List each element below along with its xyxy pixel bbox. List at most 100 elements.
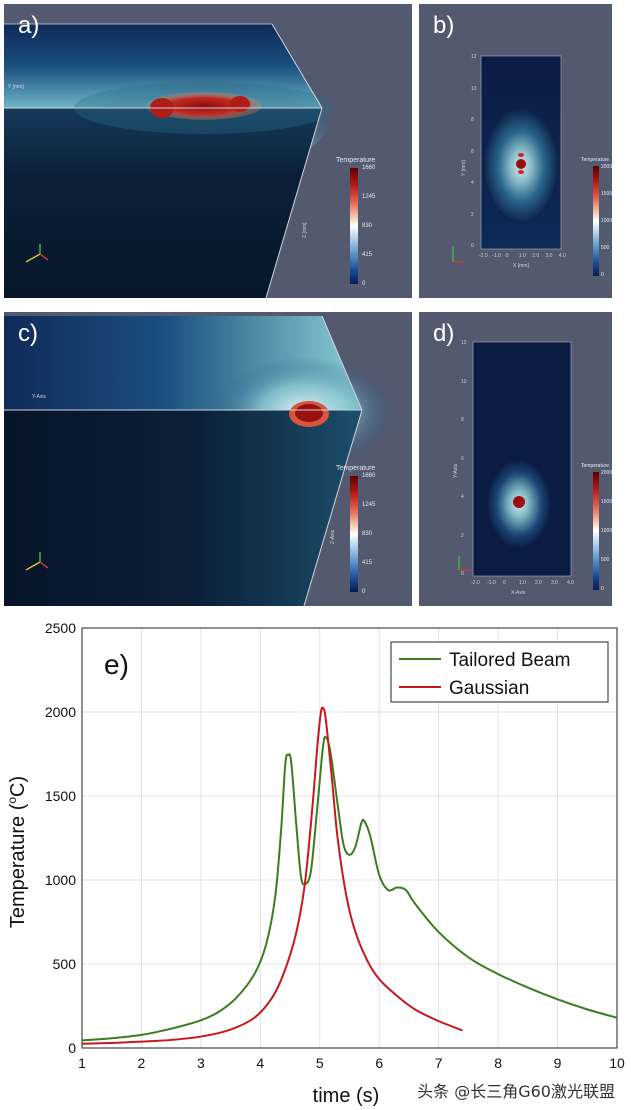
- x-axis-title: time (s): [313, 1085, 380, 1107]
- tick-label: 0: [601, 272, 604, 278]
- tick-label: 3.0: [551, 580, 558, 586]
- y-tick-label: 1500: [45, 788, 76, 804]
- colorbar: [350, 476, 358, 592]
- y-axis-title-tail: C): [7, 776, 29, 797]
- tick-label: 12: [461, 340, 467, 346]
- panel-label: e): [104, 649, 129, 680]
- series: [81, 706, 618, 1045]
- y-tick-label: 2500: [45, 620, 76, 636]
- panel-b: b) 12 10 8 6 4 2 0 -2.0 -1.0 0 1.0 2.0 3.0 4.0 Y [mm…: [419, 4, 612, 298]
- tick-label: 500: [601, 557, 610, 563]
- x-axis-label: X [mm]: [513, 263, 529, 269]
- tick-label: 10: [461, 378, 467, 385]
- x-tick-label: 7: [435, 1055, 443, 1071]
- tick-label: 6: [471, 148, 474, 155]
- panel-label: c): [18, 320, 38, 347]
- tick-label: 2: [471, 211, 474, 218]
- hot-spot: [518, 170, 524, 174]
- axis-triad: [452, 246, 465, 263]
- hot-spot: [230, 96, 250, 112]
- tick-label: -1.0: [487, 580, 496, 586]
- x-tick-label: 6: [375, 1055, 383, 1071]
- tick-label: 1245: [362, 502, 376, 508]
- x-tick-label: 8: [494, 1055, 502, 1071]
- x-axis-label: X-Axis: [511, 590, 526, 596]
- y-axis-title: Temperature (oC): [5, 776, 29, 928]
- x-tick-label: 4: [256, 1055, 264, 1071]
- z-axis-label: Z [mm]: [302, 222, 308, 238]
- y-axis-label: Y [mm]: [8, 84, 24, 90]
- x-tick-label: 2: [138, 1055, 146, 1071]
- tick-label: 830: [362, 531, 373, 537]
- y-axis-title-sup: o: [5, 797, 19, 804]
- axis-ticks: 1 2 3 4 5 6 7 8 9 10 0 500 1000 1500 2000 2500: [45, 620, 625, 1071]
- x-tick-label: 5: [316, 1055, 324, 1071]
- hot-spot: [518, 153, 524, 157]
- tick-label: 2.0: [532, 253, 540, 259]
- tick-label: 0: [505, 253, 509, 259]
- tick-label: -2.0: [471, 580, 480, 586]
- legend-label: Tailored Beam: [449, 650, 570, 671]
- panel-label: b): [433, 12, 455, 39]
- tick-label: 10: [471, 85, 477, 92]
- tick-label: 0: [362, 281, 366, 287]
- tick-label: 4.0: [558, 253, 566, 259]
- tick-label: -1.0: [492, 253, 501, 259]
- tick-label: 1660: [362, 165, 376, 171]
- tick-label: 4: [461, 494, 464, 500]
- panel-d-scene: [458, 341, 572, 577]
- panel-d: d) 12 10 8 6 4 2 0 -2.0 -1.0 0 1.0 2.0 3.0 4.0 Y-Axi…: [419, 312, 612, 606]
- colorbar-title: Temperature: [581, 463, 610, 469]
- plot-frame: [81, 627, 618, 1049]
- tick-label: 1000: [601, 218, 612, 224]
- y-axis-label: Y-Axis: [32, 394, 46, 400]
- hot-spot: [513, 496, 525, 508]
- z-axis-label: Z-Axis: [330, 529, 336, 544]
- colorbar: [593, 166, 599, 276]
- panel-a: a) Y [mm] Z [mm] Temperature 1660 1245 830…: [4, 4, 412, 298]
- tick-label: 1500: [601, 191, 612, 197]
- legend-label: Gaussian: [449, 678, 529, 699]
- x-tick-label: 3: [197, 1055, 205, 1071]
- panel-c: c) Y-Axis Z-Axis Temperature 1660 1245 830…: [4, 312, 412, 606]
- tick-label: 500: [601, 245, 610, 251]
- y-axis-title-main: Temperature (: [7, 803, 29, 928]
- series-line-2: [81, 706, 463, 1045]
- tick-label: 2000: [601, 470, 612, 476]
- y-tick-label: 2000: [45, 704, 76, 720]
- hot-spot: [295, 404, 323, 422]
- panel-a-scene: [4, 23, 334, 298]
- colorbar-title: Temperature: [336, 157, 376, 164]
- x-tick-label: 1: [78, 1055, 86, 1071]
- legend-box: [390, 641, 609, 703]
- panel-label: a): [18, 12, 40, 39]
- tick-label: 0: [362, 589, 366, 595]
- y-tick-label: 500: [53, 956, 77, 972]
- colorbar-title: Temperature: [581, 157, 610, 163]
- tick-label: 3.0: [545, 253, 553, 259]
- tick-label: 8: [471, 117, 474, 123]
- series-line-1: [81, 736, 618, 1042]
- tick-label: 4.0: [567, 580, 574, 586]
- tick-label: 0: [471, 243, 474, 249]
- axis-triad: [458, 556, 471, 571]
- line-chart: 1 2 3 4 5 6 7 8 9 10 0 500 1000 1500 2000 2500 e) time …: [5, 620, 625, 1107]
- watermark: 头条 @长三角G60激光联盟: [417, 1082, 615, 1101]
- hot-spot: [516, 159, 526, 169]
- tick-label: 12: [471, 54, 477, 60]
- tick-label: 415: [362, 560, 373, 566]
- tick-label: 2.0: [535, 580, 542, 586]
- colorbar: [593, 472, 599, 590]
- x-tick-label: 10: [609, 1055, 625, 1071]
- tick-label: 4: [471, 180, 474, 186]
- tick-label: 2000: [601, 164, 612, 170]
- tick-label: 8: [461, 417, 464, 423]
- tick-label: -2.0: [479, 253, 488, 259]
- legend: Tailored Beam Gaussian: [390, 641, 609, 703]
- tick-label: 0: [503, 580, 506, 586]
- tick-label: 1.0: [518, 253, 526, 259]
- panel-c-scene: [4, 315, 394, 606]
- panel-b-scene: [452, 55, 562, 263]
- tick-label: 830: [362, 223, 373, 229]
- tick-label: 1245: [362, 194, 376, 200]
